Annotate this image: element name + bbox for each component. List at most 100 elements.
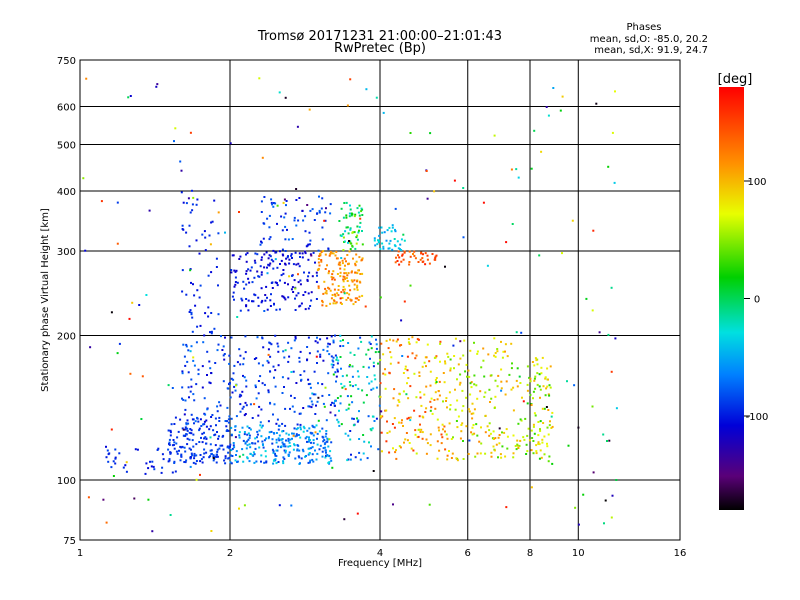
- data-point: [337, 285, 340, 287]
- data-point: [412, 253, 414, 255]
- data-point: [317, 382, 319, 385]
- data-point: [215, 461, 218, 464]
- data-point: [325, 432, 328, 435]
- data-point: [298, 305, 301, 308]
- data-point: [157, 447, 160, 450]
- data-point: [361, 214, 364, 216]
- data-point: [198, 252, 201, 255]
- data-point: [529, 393, 532, 396]
- data-point: [270, 430, 273, 433]
- data-point: [116, 201, 119, 204]
- data-point: [261, 364, 264, 367]
- data-point: [615, 407, 618, 410]
- data-point: [359, 336, 362, 339]
- data-point: [498, 434, 501, 436]
- data-point: [512, 386, 515, 389]
- data-point: [395, 256, 397, 259]
- data-point: [341, 386, 344, 389]
- data-point: [319, 254, 322, 257]
- data-point: [168, 443, 171, 446]
- data-point: [181, 386, 184, 389]
- data-point: [254, 442, 257, 445]
- data-point: [184, 399, 187, 402]
- data-point: [375, 338, 377, 341]
- data-point: [356, 238, 359, 241]
- data-point: [352, 257, 354, 260]
- data-point: [257, 296, 260, 299]
- data-point: [499, 453, 502, 456]
- data-point: [233, 298, 235, 301]
- data-point: [409, 284, 412, 287]
- data-point: [538, 385, 541, 388]
- data-point: [260, 240, 262, 243]
- data-point: [398, 401, 401, 403]
- data-point: [270, 198, 273, 201]
- data-point: [272, 450, 275, 453]
- data-point: [283, 296, 286, 299]
- data-point: [171, 387, 174, 389]
- data-point: [433, 399, 436, 401]
- data-point: [125, 461, 128, 464]
- data-point: [406, 355, 409, 358]
- data-point: [434, 379, 437, 381]
- data-point: [484, 414, 487, 417]
- data-point: [245, 253, 247, 256]
- data-point: [339, 297, 342, 300]
- data-point: [316, 362, 318, 364]
- data-point: [398, 263, 401, 266]
- data-point: [314, 449, 316, 452]
- data-point: [294, 287, 297, 290]
- data-point: [263, 439, 266, 442]
- data-point: [351, 401, 354, 404]
- data-point: [391, 248, 394, 251]
- data-point: [435, 381, 438, 383]
- data-point: [275, 449, 278, 452]
- data-point: [500, 340, 502, 343]
- data-point: [361, 294, 364, 297]
- data-point: [356, 417, 358, 420]
- data-point: [217, 437, 220, 440]
- data-point: [591, 309, 594, 312]
- data-point: [543, 435, 546, 438]
- data-point: [472, 412, 475, 415]
- data-point: [486, 264, 489, 267]
- data-point: [409, 419, 412, 422]
- data-point: [246, 444, 249, 447]
- data-point: [548, 394, 551, 397]
- data-point: [255, 357, 258, 360]
- data-point: [316, 336, 318, 339]
- data-point: [474, 455, 477, 458]
- data-point: [395, 340, 398, 343]
- data-point: [422, 416, 425, 419]
- data-point: [228, 447, 231, 450]
- data-point: [242, 363, 245, 366]
- data-point: [548, 455, 551, 458]
- data-point: [294, 297, 296, 300]
- data-point: [336, 257, 339, 260]
- data-point: [441, 423, 444, 426]
- data-point: [335, 250, 338, 253]
- data-point: [611, 131, 614, 134]
- data-point: [308, 452, 311, 455]
- data-point: [245, 270, 248, 273]
- data-point: [496, 350, 499, 353]
- data-point: [315, 280, 318, 283]
- data-point: [251, 281, 254, 284]
- data-point: [471, 417, 474, 420]
- data-point: [244, 351, 247, 354]
- data-point: [343, 292, 346, 295]
- data-point: [324, 386, 327, 389]
- data-point: [270, 343, 273, 346]
- data-point: [293, 427, 296, 430]
- data-point: [339, 267, 342, 270]
- data-point: [85, 77, 88, 80]
- data-point: [310, 254, 313, 257]
- data-point: [181, 224, 184, 227]
- data-point: [234, 281, 237, 283]
- data-point: [324, 211, 327, 214]
- data-point: [334, 400, 337, 403]
- data-point: [317, 419, 320, 422]
- data-point: [191, 330, 194, 333]
- data-point: [239, 354, 242, 357]
- data-point: [471, 426, 474, 429]
